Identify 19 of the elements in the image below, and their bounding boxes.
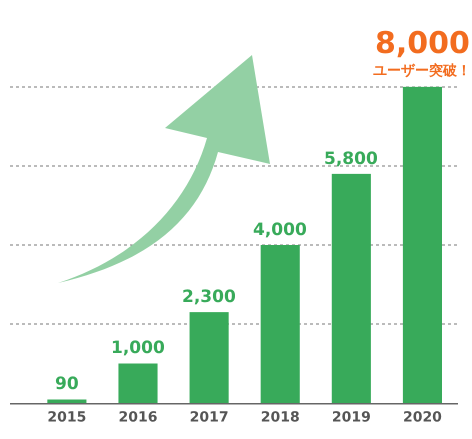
data-label: 8,000 — [375, 26, 470, 61]
bar — [332, 174, 371, 403]
data-label: 4,000 — [253, 220, 307, 240]
x-tick-label: 2018 — [260, 409, 300, 426]
bar — [190, 312, 229, 403]
bar — [260, 244, 300, 403]
annotation: ユーザー突破！ — [373, 62, 471, 79]
data-label: 5,800 — [324, 149, 378, 169]
bar — [402, 86, 442, 403]
x-tick-label: 2016 — [118, 409, 158, 426]
data-label: 2,300 — [182, 287, 236, 307]
data-label: 1,000 — [111, 338, 165, 358]
data-label: 90 — [55, 374, 79, 394]
x-tick-label: 2019 — [332, 409, 371, 426]
bar — [118, 363, 158, 403]
x-tick-label: 2015 — [47, 409, 86, 426]
x-tick-label: 2020 — [402, 409, 442, 426]
x-tick-label: 2017 — [190, 409, 229, 426]
bar — [47, 399, 86, 403]
